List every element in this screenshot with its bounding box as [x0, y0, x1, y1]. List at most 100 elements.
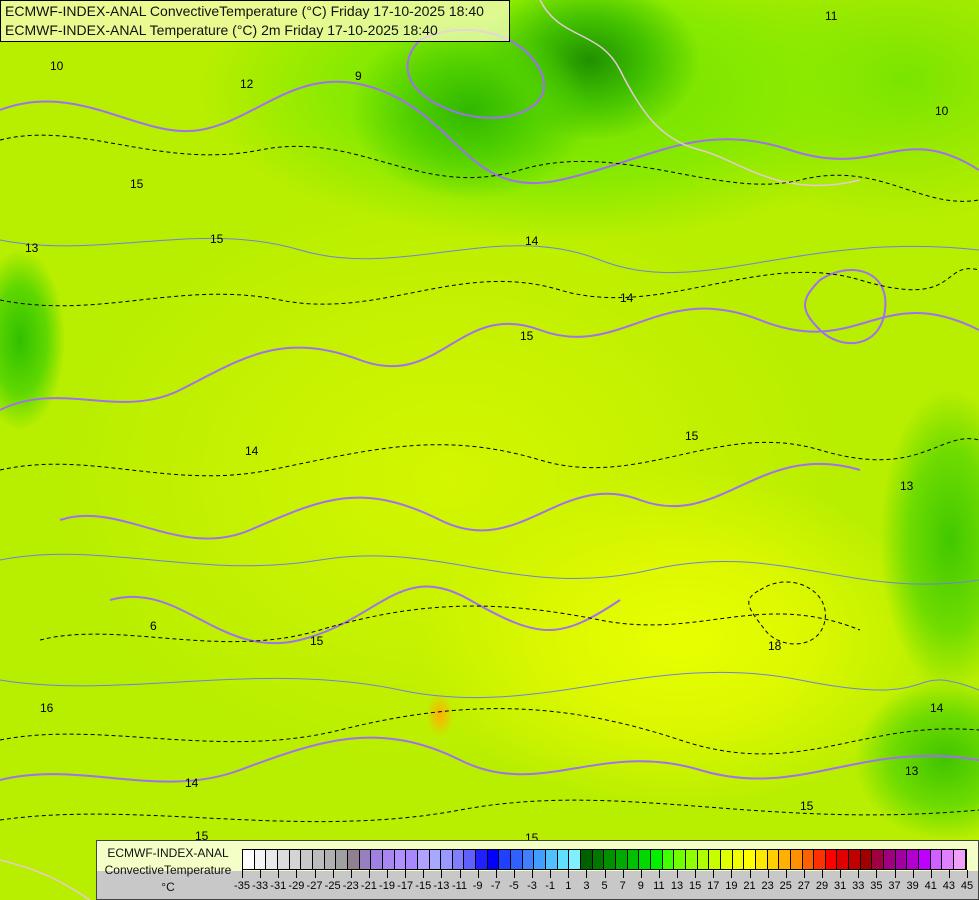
legend-tick-label: -29 — [288, 880, 305, 892]
legend-color-cell — [814, 850, 826, 869]
legend-color-cell — [301, 850, 313, 869]
legend-ticks: -35 -33 -31 -29 -27 -25 -23 -21 -19 -17 -15 -13 -11-… — [234, 870, 973, 898]
legend-color-cell — [954, 850, 966, 869]
legend-color-cell — [406, 850, 418, 869]
contour-label: 12 — [240, 77, 254, 91]
legend-tick-label: 35 — [870, 880, 883, 892]
legend-color-cell — [907, 850, 920, 869]
legend-color-cell — [860, 850, 873, 869]
contour-label: 14 — [525, 234, 539, 248]
contour-label: 13 — [900, 479, 914, 493]
legend-tick — [459, 870, 461, 878]
legend-color-cell — [429, 850, 442, 869]
legend-tick — [296, 870, 298, 878]
legend-tick — [749, 870, 751, 878]
legend-tick — [423, 870, 425, 878]
legend-tick-label: -21 — [360, 880, 377, 892]
contour-label: 13 — [905, 764, 919, 778]
legend-color-cell — [755, 850, 768, 869]
contour-label: 14 — [185, 776, 199, 790]
legend-tick-label: -9 — [472, 880, 483, 892]
legend-color-cell — [930, 850, 943, 869]
legend-tick — [513, 870, 515, 878]
legend-unit: °C — [161, 880, 175, 894]
legend-color-cell — [464, 850, 477, 869]
legend-color-cell — [569, 850, 582, 869]
legend-color-cell — [336, 850, 348, 869]
legend-tick — [604, 870, 606, 878]
boundary-lines — [0, 237, 979, 699]
legend-tick-label: -1 — [545, 880, 556, 892]
legend-tick — [477, 870, 479, 878]
legend-tick — [677, 870, 678, 878]
legend-tick-label: -31 — [270, 880, 287, 892]
legend-tick-label: -17 — [397, 880, 414, 892]
legend-color-cell — [790, 850, 803, 869]
legend-color-cell — [685, 850, 698, 869]
legend-tick-label: 25 — [779, 880, 792, 892]
legend-color-cell — [534, 850, 547, 869]
legend-tick-label: -35 — [234, 880, 250, 892]
legend-tick-label: 33 — [852, 880, 865, 892]
legend-tick-label: 5 — [601, 880, 608, 892]
legend-tick-label: 29 — [815, 880, 829, 892]
legend-tick-label: -23 — [342, 880, 359, 892]
contour-label: 15 — [800, 799, 814, 813]
legend-tick — [332, 870, 334, 878]
legend-color-cell — [895, 850, 908, 869]
legend-tick-label: -5 — [508, 880, 519, 892]
legend-color-cell — [872, 850, 885, 869]
legend-tick — [912, 870, 914, 878]
header-2m-temperature: ECMWF-INDEX-ANAL Temperature (°C) 2m Fri… — [5, 22, 438, 38]
legend-tick-label: 45 — [960, 880, 974, 892]
legend-tick-label: 13 — [670, 880, 684, 892]
legend-color-cell — [289, 850, 302, 869]
legend-color-cell — [650, 850, 663, 869]
header-convective-temperature: ECMWF-INDEX-ANAL ConvectiveTemperature (… — [5, 3, 484, 19]
legend-source: ECMWF-INDEX-ANAL — [107, 846, 229, 860]
legend-tick-label: 41 — [924, 880, 937, 892]
legend-color-cell — [452, 850, 465, 869]
legend-tick — [894, 870, 896, 878]
legend-color-cell — [697, 850, 710, 869]
legend-tick — [314, 870, 316, 878]
legend-tick-label: 9 — [637, 880, 644, 892]
legend-tick-label: 43 — [942, 880, 955, 892]
legend-color-cell — [849, 850, 861, 869]
legend-tick — [260, 870, 262, 878]
legend-color-cell — [266, 850, 278, 869]
legend-tick-label: -19 — [379, 880, 395, 892]
legend-tick — [441, 870, 443, 878]
legend-tick — [803, 870, 805, 878]
map-header: ECMWF-INDEX-ANAL ConvectiveTemperature (… — [0, 0, 510, 42]
legend-tick-label: 11 — [653, 880, 665, 892]
contour-labels: 10 12 9 11 15 15 13 14 14 15 14 15 13 6 15 18 16 14 14 13 15… — [25, 9, 949, 845]
legend-color-cell — [767, 850, 780, 869]
legend-tick — [495, 870, 497, 878]
convective-isolines — [0, 134, 979, 823]
legend-color-cell — [511, 850, 523, 869]
legend-tick — [858, 870, 860, 878]
legend-color-cell — [371, 850, 383, 869]
legend-color-cell — [312, 850, 325, 869]
legend-color-cell — [417, 850, 430, 869]
legend-tick — [731, 870, 733, 878]
legend-color-cell — [277, 850, 290, 869]
legend-tick — [695, 870, 697, 878]
legend-tick-label: 1 — [565, 880, 572, 892]
contour-label: 14 — [620, 291, 634, 305]
legend-color-cell — [837, 850, 850, 869]
legend-tick — [840, 870, 842, 878]
contour-label: 15 — [210, 232, 224, 246]
legend-color-cell — [674, 850, 686, 869]
contour-label: 15 — [130, 177, 144, 191]
legend-color-cell — [592, 850, 605, 869]
legend-color-cell — [919, 850, 931, 869]
legend-tick — [767, 870, 769, 878]
legend-tick-label: 15 — [689, 880, 702, 892]
legend-title: ECMWF-INDEX-ANAL ConvectiveTemperature °… — [97, 845, 239, 896]
contour-label: 6 — [150, 619, 157, 633]
temperature-isolines — [0, 29, 979, 783]
